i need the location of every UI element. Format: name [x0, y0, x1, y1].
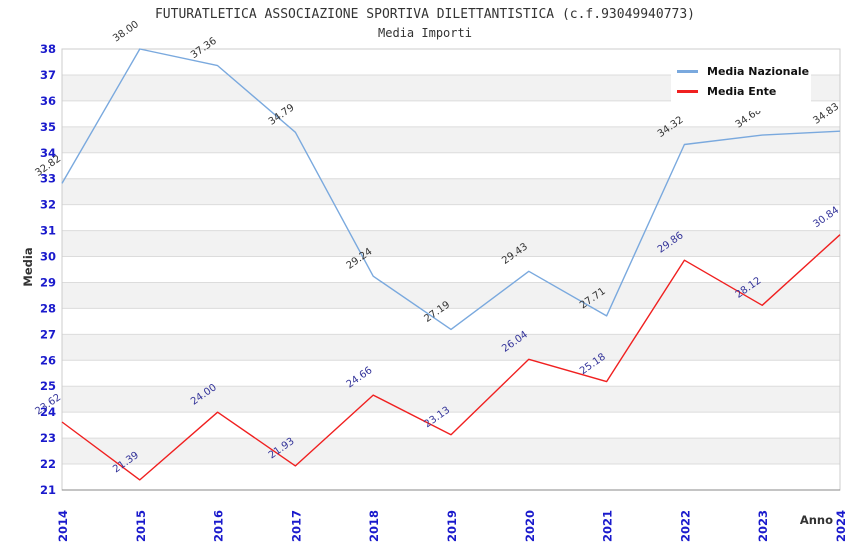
- x-axis-title: Anno: [800, 513, 833, 527]
- grid-band: [62, 230, 840, 257]
- series-line-1: [61, 234, 841, 481]
- x-tick-label: 2023: [756, 510, 770, 542]
- chart-subtitle: Media Importi: [378, 26, 472, 40]
- point-label: 30.84: [811, 205, 841, 230]
- x-tick-label: 2015: [134, 510, 148, 542]
- y-tick-label: 34: [40, 146, 56, 160]
- legend-swatch-media-ente: [677, 90, 698, 93]
- legend: Media Nazionale Media Ente: [671, 56, 811, 111]
- x-tick-label: 2020: [523, 510, 537, 542]
- y-tick-label: 22: [40, 457, 56, 471]
- grid-band: [62, 386, 840, 413]
- series-line-0: [61, 48, 841, 331]
- y-tick-label: 30: [40, 250, 56, 264]
- plot-border: [61, 48, 841, 491]
- grid-band: [62, 334, 840, 361]
- y-tick-label: 23: [40, 431, 56, 445]
- y-tick-label: 38: [40, 42, 56, 56]
- x-tick-label: 2017: [289, 510, 303, 542]
- legend-swatch-media-nazionale: [677, 70, 698, 73]
- legend-item-media-nazionale: Media Nazionale: [677, 65, 809, 78]
- legend-item-media-ente: Media Ente: [677, 85, 809, 98]
- grid-band: [62, 282, 840, 309]
- x-tick-label: 2019: [445, 510, 459, 542]
- x-tick-label: 2014: [56, 510, 70, 542]
- grid-band: [62, 438, 840, 465]
- x-tick-label: 2016: [212, 510, 226, 542]
- y-tick-label: 26: [40, 353, 56, 367]
- y-axis-title: Media: [21, 247, 35, 286]
- y-tick-label: 32: [40, 198, 56, 212]
- y-tick-label: 25: [40, 379, 56, 393]
- y-tick-label: 21: [40, 483, 56, 497]
- y-tick-label: 33: [40, 172, 56, 186]
- x-tick-label: 2018: [367, 510, 381, 542]
- y-tick-label: 28: [40, 301, 56, 315]
- point-label: 37.36: [189, 36, 219, 61]
- x-tick-label: 2024: [834, 510, 848, 542]
- legend-label-media-ente: Media Ente: [707, 85, 777, 98]
- grid-band: [62, 126, 840, 153]
- y-tick-label: 35: [40, 120, 56, 134]
- point-label: 38.00: [111, 19, 141, 44]
- legend-label-media-nazionale: Media Nazionale: [707, 65, 810, 78]
- y-tick-label: 31: [40, 224, 56, 238]
- x-tick-label: 2022: [678, 510, 692, 542]
- y-tick-label: 27: [40, 327, 56, 341]
- grid-band: [62, 178, 840, 205]
- point-label: 34.79: [267, 102, 297, 127]
- point-label: 34.83: [811, 101, 841, 126]
- y-tick-label: 24: [40, 405, 56, 419]
- y-tick-label: 29: [40, 275, 56, 289]
- chart-title: FUTURATLETICA ASSOCIAZIONE SPORTIVA DILE…: [154, 7, 696, 22]
- y-tick-label: 37: [40, 68, 56, 82]
- y-tick-label: 36: [40, 94, 56, 108]
- x-tick-label: 2021: [601, 510, 615, 542]
